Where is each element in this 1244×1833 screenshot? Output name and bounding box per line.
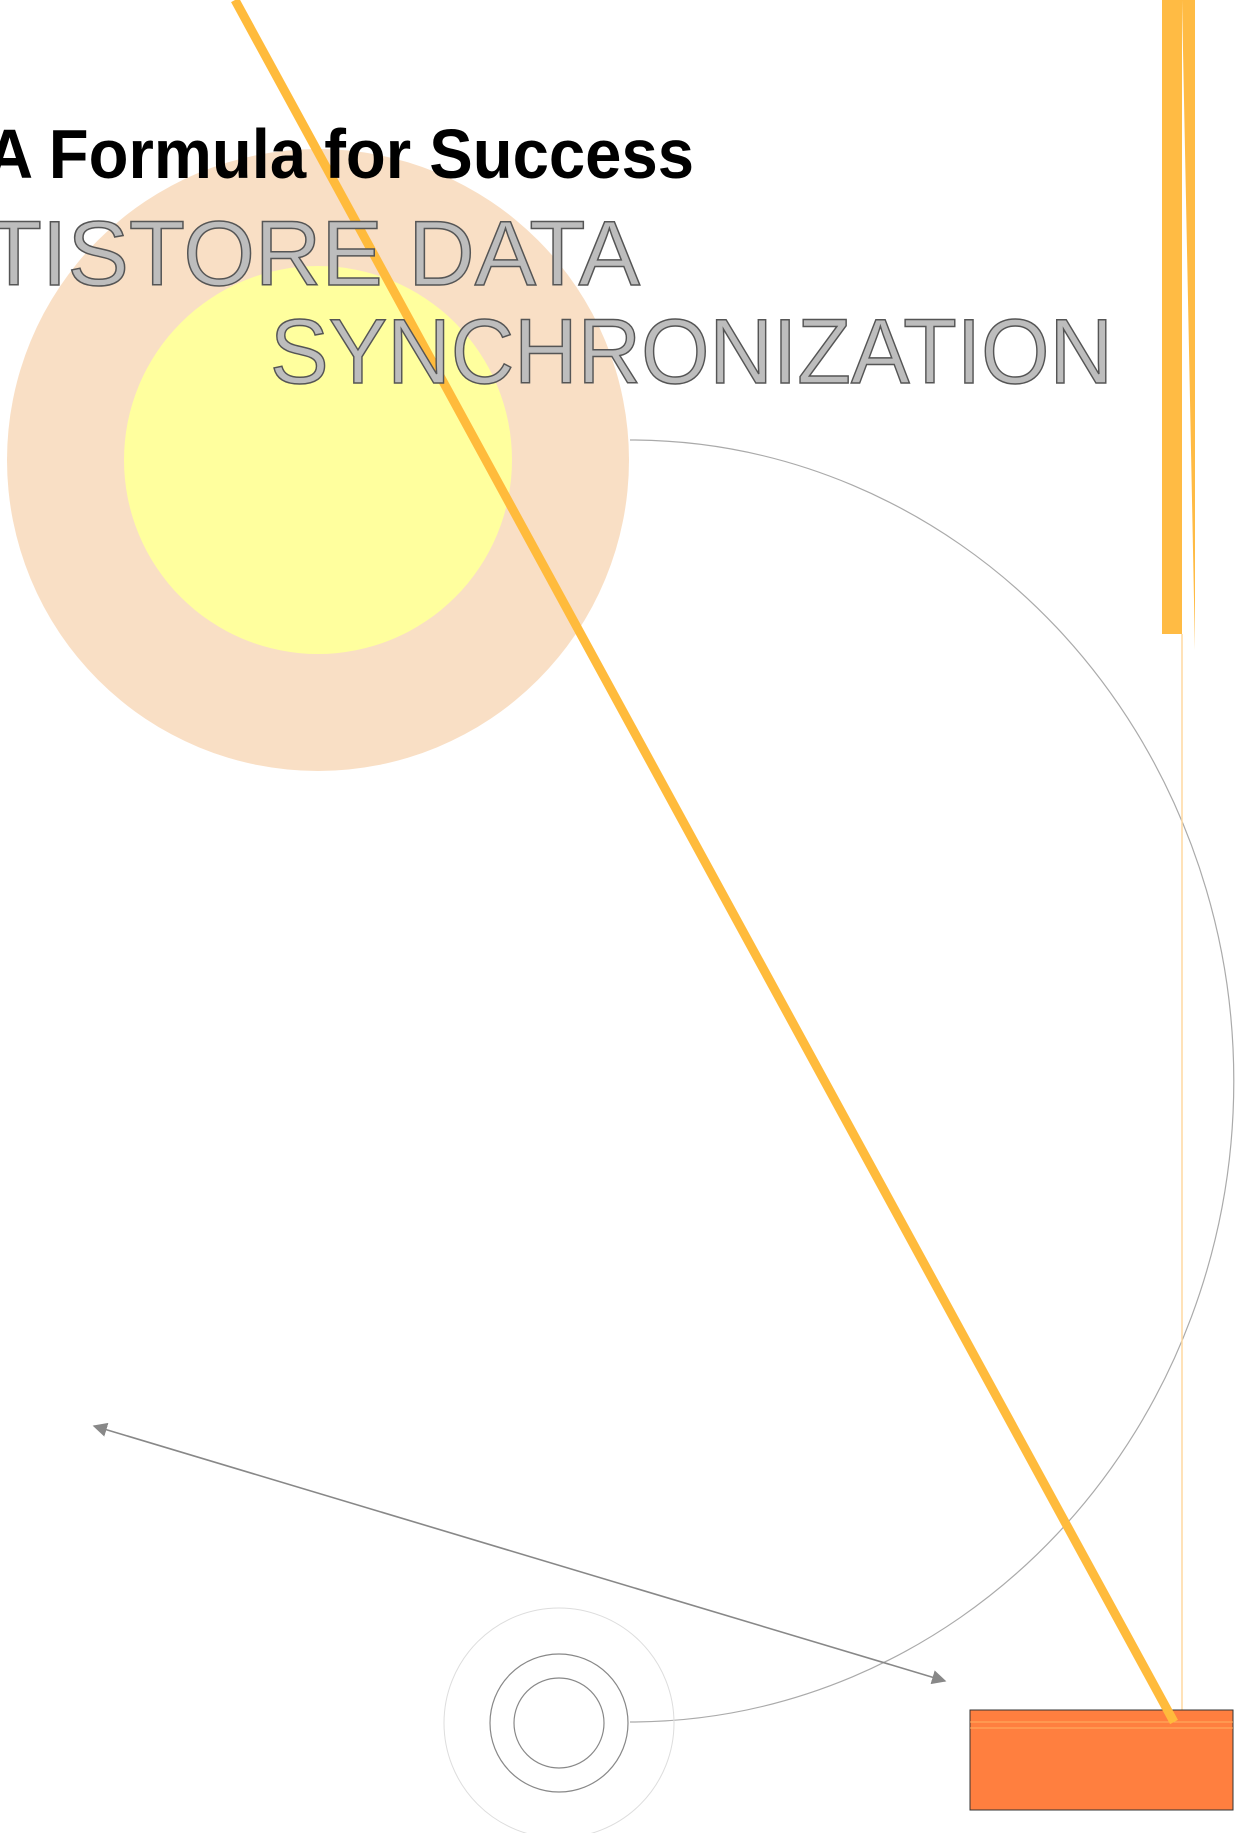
- inner-ring: [514, 1678, 604, 1768]
- vertical-bar: [1162, 0, 1182, 634]
- large-arc: [630, 440, 1234, 1722]
- vertical-wedge: [1182, 0, 1195, 650]
- outer-ring: [444, 1608, 674, 1833]
- page: A Formula for Success MULTISTORE DATA SY…: [0, 0, 1244, 1833]
- subtitle-line1: MULTISTORE DATA: [0, 203, 641, 305]
- middle-ring: [490, 1654, 628, 1792]
- slide: A Formula for Success MULTISTORE DATA SY…: [0, 0, 1244, 1833]
- title: A Formula for Success: [0, 115, 694, 193]
- double-arrow: [94, 1426, 945, 1681]
- subtitle-line2: SYNCHRONIZATION: [270, 301, 1113, 403]
- orange-block: [970, 1710, 1233, 1810]
